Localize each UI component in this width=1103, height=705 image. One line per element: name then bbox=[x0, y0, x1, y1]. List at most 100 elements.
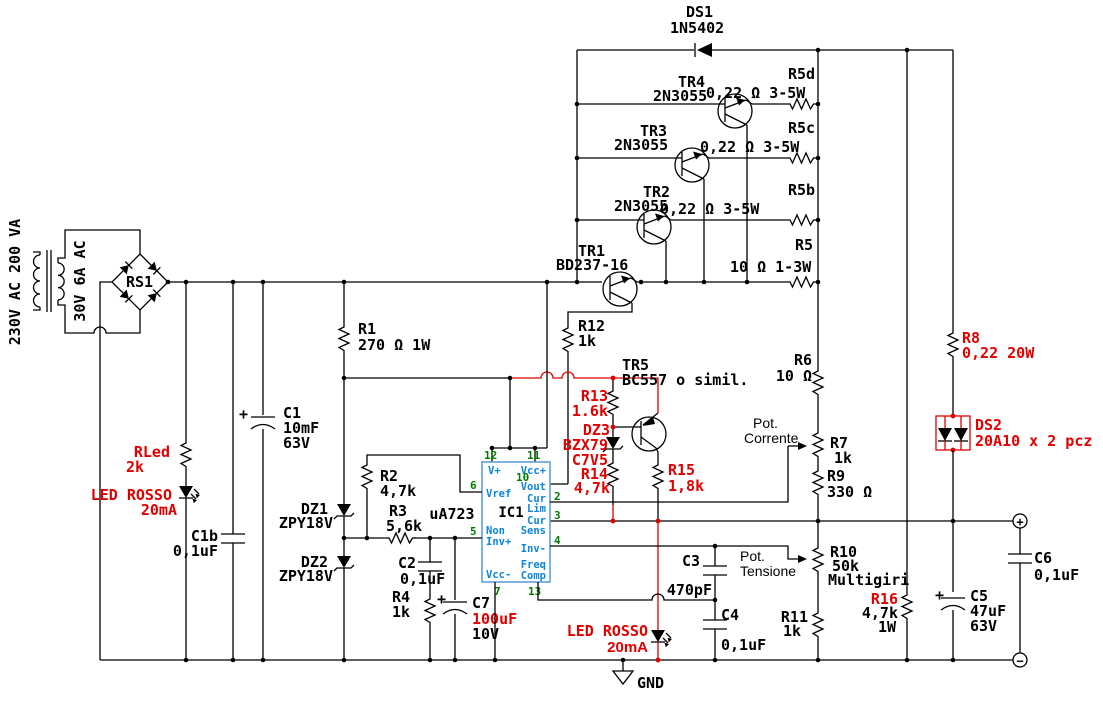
pin13-name2: Comp bbox=[521, 570, 546, 582]
primary-leads bbox=[33, 251, 41, 311]
pin3-name2: Sens bbox=[521, 525, 546, 537]
c4-value-label: 0,1uF bbox=[721, 636, 766, 654]
r11-value-label: 1k bbox=[783, 622, 801, 640]
tr3-row: TR3 2N3055 R5c 0,22 Ω 3-5W bbox=[577, 119, 818, 282]
r5c-value-label: 0,22 Ω 3-5W bbox=[700, 138, 800, 156]
pin7-name: Vcc- bbox=[486, 569, 511, 581]
r1-value-label: 270 Ω 1W bbox=[358, 336, 431, 354]
tr2-value-label: 2N3055 bbox=[614, 197, 668, 215]
ds1-value-label: 1N5402 bbox=[670, 19, 724, 37]
c1-ref-label: C1 bbox=[283, 404, 301, 422]
r5b-ref-label: R5b bbox=[788, 181, 815, 199]
current-limit-wire bbox=[550, 446, 789, 503]
tr5-emitter-arrow bbox=[643, 417, 655, 426]
vplus-wire bbox=[344, 282, 659, 462]
negative-rail-left bbox=[99, 281, 112, 660]
ds2-diode-pair: DS2 20A10 x 2 pcz bbox=[935, 413, 1092, 453]
dz3-value-label: BZX79 bbox=[563, 436, 608, 454]
c3-value-label: 470pF bbox=[667, 581, 712, 599]
tr4-ref-label: TR4 bbox=[678, 73, 705, 91]
dz2-value-label: ZPY18V bbox=[279, 567, 333, 585]
r10-value-label: 50k bbox=[832, 557, 859, 575]
r8-resistor bbox=[947, 329, 959, 361]
r5-resistor bbox=[786, 276, 818, 288]
pin10-number: 10 bbox=[516, 471, 529, 484]
r10-resistor bbox=[812, 544, 824, 576]
ic1-regulator: uA723 IC1 12 11 V+ Vcc+ 10 Vout 6 Vref C… bbox=[429, 449, 561, 598]
pot-tensione-line2: Tensione bbox=[740, 563, 796, 579]
r12-branch: R12 1k bbox=[550, 317, 605, 485]
r16-value2-label: 1W bbox=[878, 618, 897, 636]
pin11-name: Vcc+ bbox=[521, 465, 546, 477]
positive-terminal-sign: + bbox=[1016, 515, 1023, 529]
r4-value-label: 1k bbox=[392, 603, 410, 621]
r3-value-label: 5,6k bbox=[386, 517, 422, 535]
c1b-capacitor bbox=[220, 533, 246, 544]
rled-value-label: 2k bbox=[126, 458, 144, 476]
r1-ref-label: R1 bbox=[358, 320, 376, 338]
r8-value-label: 0,22 20W bbox=[962, 344, 1035, 362]
led2-label: LED ROSSO bbox=[567, 622, 648, 640]
pin3-number: 3 bbox=[554, 509, 561, 522]
pin2-number: 2 bbox=[554, 490, 561, 503]
tr3-value-label: 2N3055 bbox=[614, 136, 668, 154]
pin6-number: 6 bbox=[470, 479, 477, 492]
pin2-name1: Cur bbox=[527, 493, 546, 505]
r5d-ref-label: R5d bbox=[788, 65, 815, 83]
r13-value-label: 1.6k bbox=[572, 402, 608, 420]
freq-comp-wire bbox=[537, 582, 715, 601]
r12-ref-label: R12 bbox=[578, 317, 605, 335]
led2-value-label: 20mA bbox=[607, 639, 648, 656]
c1-capacitor bbox=[250, 416, 276, 430]
bridge-rectifier: RS1 bbox=[99, 253, 169, 660]
c2-value-label: 0,1uF bbox=[400, 570, 445, 588]
c1b-value-label: 0,1uF bbox=[173, 542, 218, 560]
led2-diode bbox=[650, 629, 673, 648]
tr2-ref-label: TR2 bbox=[643, 183, 670, 201]
tr4-value-label: 2N3055 bbox=[653, 87, 707, 105]
r15-value-label: 1,8k bbox=[668, 477, 704, 495]
negative-terminal-sign: − bbox=[1016, 654, 1023, 668]
c1b-branch: C1b 0,1uF bbox=[173, 282, 246, 660]
r7-resistor bbox=[812, 429, 824, 461]
c5-ref-label: C5 bbox=[970, 587, 988, 605]
r16-value-label: 4,7k bbox=[862, 604, 898, 622]
r9-resistor bbox=[812, 467, 824, 499]
r9-ref-label: R9 bbox=[827, 467, 845, 485]
pin12-number: 12 bbox=[484, 449, 497, 462]
gnd-symbol: GND bbox=[611, 660, 664, 692]
tr5-ref-label: TR5 bbox=[622, 356, 649, 374]
r2-resistor bbox=[361, 461, 373, 493]
bridge-diamond bbox=[111, 253, 169, 311]
r4-ref-label: R4 bbox=[392, 588, 410, 606]
r15-ref-label: R15 bbox=[668, 461, 695, 479]
r11-ref-label: R11 bbox=[781, 608, 808, 626]
r5d-value-label: 0,22 Ω 3-5W bbox=[706, 84, 806, 102]
pin12-name: V+ bbox=[488, 465, 501, 477]
ds2-ref-label: DS2 bbox=[975, 416, 1002, 434]
r2-value-label: 4,7k bbox=[380, 482, 416, 500]
r5-value-label: 10 Ω 1-3W bbox=[730, 258, 812, 276]
voltage-feedback-wire bbox=[550, 545, 800, 560]
r6-ref-label: R6 bbox=[794, 351, 812, 369]
r8-ref-label: R8 bbox=[962, 329, 980, 347]
pin4-name: Inv- bbox=[521, 543, 546, 555]
control-wires bbox=[494, 442, 807, 660]
r10-value2-label: Multigiri bbox=[828, 571, 909, 589]
pin4-number: 4 bbox=[554, 534, 561, 547]
pot-corrente-line2: Corrente bbox=[744, 430, 799, 446]
r10-ref-label: R10 bbox=[830, 543, 857, 561]
c3-capacitor bbox=[702, 565, 728, 576]
pot-corrente-line1: Pot. bbox=[753, 415, 778, 431]
c6-value-label: 0,1uF bbox=[1034, 566, 1079, 584]
red-supply-wire bbox=[510, 371, 659, 413]
r1-resistor bbox=[338, 323, 350, 355]
dz1-value-label: ZPY18V bbox=[279, 514, 333, 532]
rled-ref-label: RLed bbox=[134, 443, 170, 461]
r6-resistor bbox=[812, 367, 824, 399]
primary-label: 230V AC 200 VA bbox=[6, 219, 24, 345]
tr4-row: TR4 2N3055 R5d 0,22 Ω 3-5W bbox=[577, 65, 818, 282]
tr2-row: TR2 2N3055 R5b 0,22 Ω 3-5W bbox=[577, 181, 818, 282]
